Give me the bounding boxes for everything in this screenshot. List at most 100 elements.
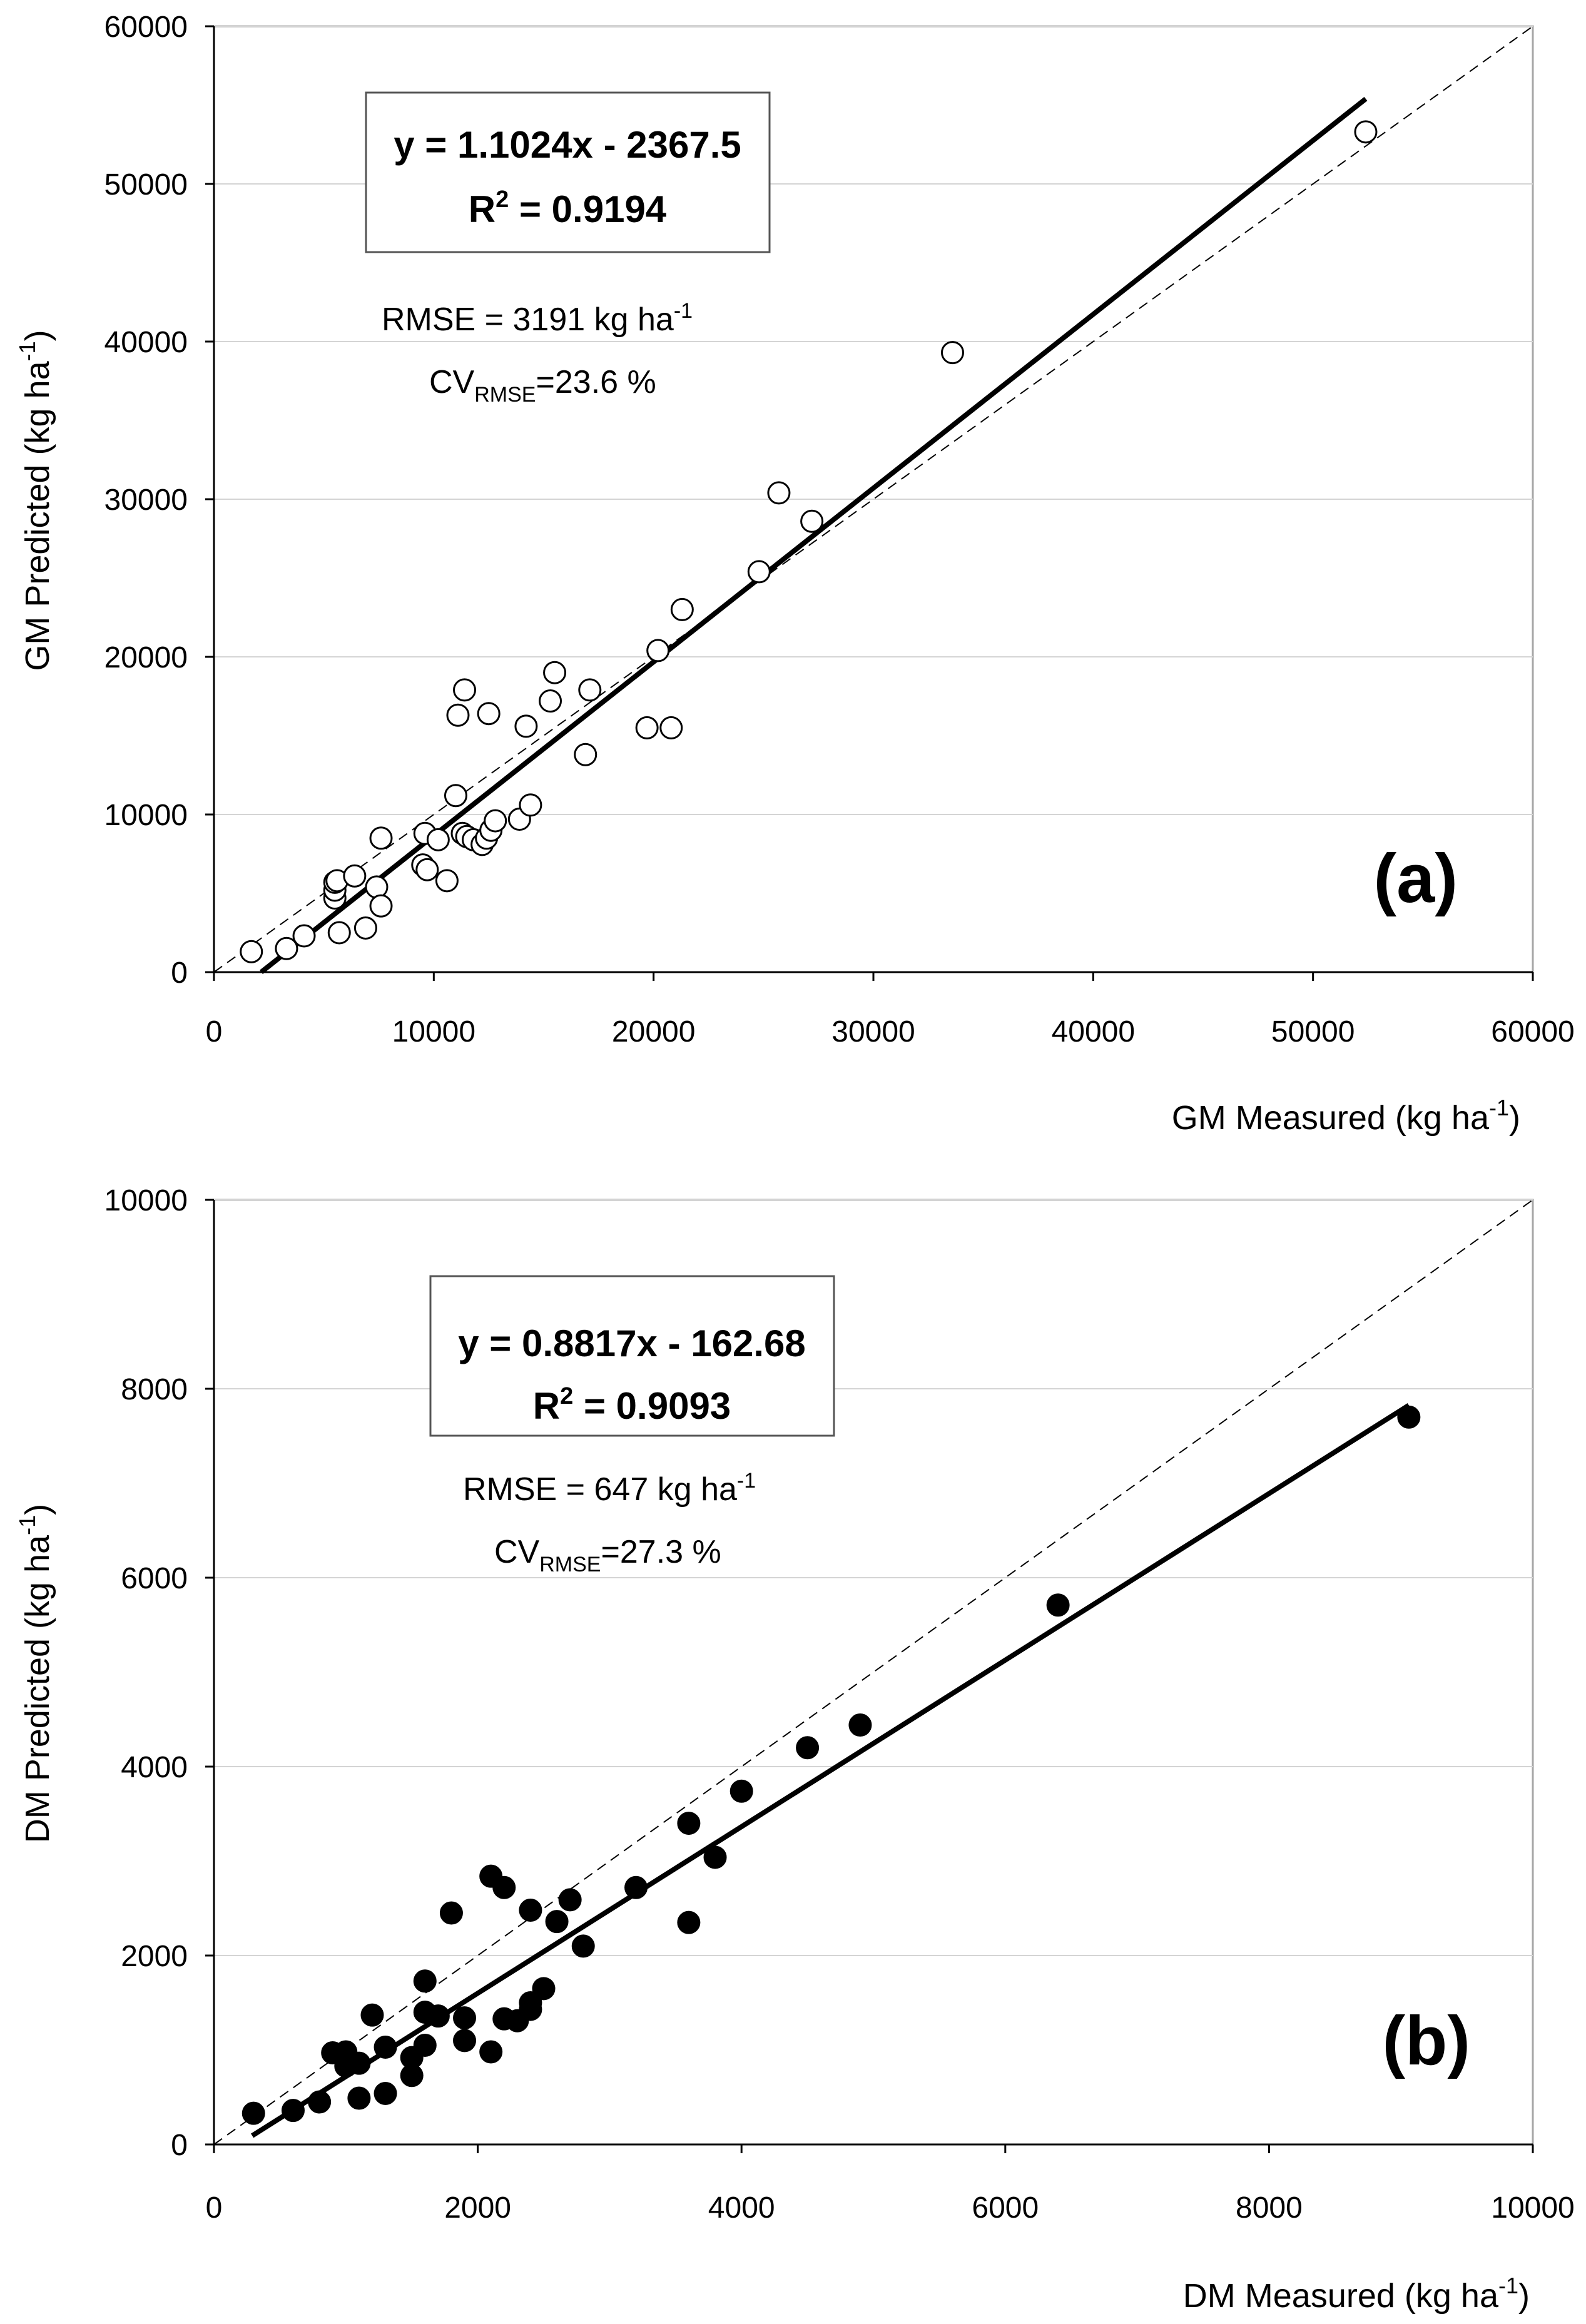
panel-a-data-point — [240, 940, 263, 963]
panel-a-rmse: RMSE = 3191 kg ha-1 — [382, 299, 693, 338]
panel-b-data-point — [347, 2051, 371, 2075]
panel-b-x-tick-label: 8000 — [1236, 2191, 1303, 2225]
panel-b-data-point — [624, 1875, 648, 1899]
panel-a-data-point — [446, 703, 470, 727]
panel-a-x-tick-label: 20000 — [612, 1015, 695, 1048]
panel-a-data-point — [435, 869, 459, 893]
panel-a-data-point — [747, 560, 771, 584]
panel-a-data-point — [369, 894, 393, 918]
panel-a-data-point — [327, 921, 351, 945]
panel-a-cv-rmse: CVRMSE=23.6 % — [429, 364, 656, 407]
panel-a-y-tick-label: 10000 — [104, 799, 188, 832]
panel-b-gridlines — [214, 1199, 1533, 1956]
panel-a-data-point — [275, 936, 298, 960]
panel-a: 0 10000 20000 30000 40000 50000 60000 0 10000 20… — [14, 11, 1575, 1137]
panel-a-data-point — [453, 678, 477, 702]
panel-a-data-point — [940, 341, 964, 365]
panel-b-data-point — [703, 1845, 727, 1869]
panel-a-data-point — [369, 826, 393, 850]
panel-a-data-point — [767, 481, 791, 505]
panel-b-data-point — [413, 2033, 437, 2057]
panel-b-data-point — [492, 1875, 516, 1899]
panel-b-x-tick-label: 10000 — [1491, 2191, 1574, 2225]
panel-a-x-ticks: 0 10000 20000 30000 40000 50000 60000 — [206, 972, 1575, 1048]
panel-b-y-tick-label: 0 — [171, 2129, 188, 2162]
panel-b-data-point — [545, 1910, 569, 1934]
panel-b-y-tick-label: 6000 — [121, 1562, 188, 1595]
panel-b-data-point — [241, 2101, 265, 2125]
panel-b-y-ticks: 0 2000 4000 6000 8000 10000 — [104, 1184, 214, 2162]
panel-b-x-tick-label: 4000 — [708, 2191, 775, 2225]
panel-b-y-tick-label: 4000 — [121, 1751, 188, 1784]
panel-a-equation: y = 1.1024x - 2367.5 — [394, 124, 741, 166]
panel-a-x-tick-label: 0 — [206, 1015, 223, 1048]
panel-b-cv-rmse: CVRMSE=27.3 % — [494, 1534, 721, 1576]
panel-a-data-point — [539, 689, 562, 713]
panel-a-data-point — [578, 678, 602, 702]
panel-a-y-tick-label: 40000 — [104, 326, 188, 359]
panel-a-one-to-one-line — [213, 26, 1533, 973]
panel-b-data-point — [426, 2004, 450, 2028]
panel-b-data-point — [729, 1779, 753, 1803]
panel-a-data-point — [514, 714, 538, 738]
panel-a-equation-box — [365, 91, 771, 253]
panel-a-y-tick-label: 30000 — [104, 484, 188, 517]
panel-a-x-axis-label: GM Measured (kg ha-1) — [1172, 1095, 1520, 1137]
panel-a-data-point — [365, 875, 389, 899]
panel-b-data-point — [558, 1888, 582, 1912]
panel-a-regression-line — [260, 96, 1368, 975]
panel-a-data-point — [292, 924, 316, 948]
panel-a-x-tick-label: 30000 — [831, 1015, 915, 1048]
panel-b-data-point — [360, 2003, 384, 2027]
panel-a-label: (a) — [1374, 840, 1458, 917]
panel-b-data-point — [796, 1736, 820, 1760]
panel-b-x-tick-label: 2000 — [444, 2191, 511, 2225]
panel-a-data-point — [444, 784, 467, 808]
panel-b-data-point — [1397, 1405, 1421, 1429]
panel-b-data-point — [677, 1812, 701, 1835]
panel-a-y-tick-label: 0 — [171, 956, 188, 990]
panel-b-r-squared: R2 = 0.9093 — [533, 1383, 731, 1427]
panel-a-x-tick-label: 40000 — [1052, 1015, 1135, 1048]
panel-a-y-tick-label: 60000 — [104, 11, 188, 44]
panel-b-data-point — [677, 1910, 701, 1934]
panel-b-y-axis-label: DM Predicted (kg ha-1) — [14, 1504, 56, 1843]
panel-b-label: (b) — [1383, 2002, 1470, 2079]
panel-b-equation: y = 0.8817x - 162.68 — [458, 1322, 805, 1364]
panel-a-x-tick-label: 10000 — [392, 1015, 475, 1048]
panel-b-points — [241, 1405, 1421, 2125]
panel-a-data-point — [415, 858, 439, 881]
panel-a-y-axis-label: GM Predicted (kg ha-1) — [14, 330, 56, 671]
panel-b-data-point — [532, 1977, 556, 2001]
panel-a-points — [240, 120, 1378, 963]
panel-a-x-tick-label: 60000 — [1491, 1015, 1574, 1048]
panel-a-data-point — [519, 793, 542, 817]
panel-a-r-squared: R2 = 0.9194 — [469, 186, 667, 230]
panel-b-x-tick-label: 0 — [206, 2191, 223, 2225]
panel-b-x-ticks: 0 2000 4000 6000 8000 10000 — [206, 2144, 1575, 2225]
panel-b-rmse: RMSE = 647 kg ha-1 — [463, 1469, 756, 1508]
panel-a-data-point — [635, 716, 659, 739]
panel-b: 0 2000 4000 6000 8000 10000 0 2000 4000 6000 8000… — [14, 1184, 1575, 2315]
panel-b-data-point — [1046, 1593, 1070, 1617]
panel-a-x-tick-label: 50000 — [1271, 1015, 1355, 1048]
panel-b-data-point — [413, 1969, 437, 1993]
panel-b-y-tick-label: 8000 — [121, 1373, 188, 1406]
panel-a-data-point — [353, 916, 377, 940]
panel-a-y-tick-label: 50000 — [104, 168, 188, 201]
panel-b-data-point — [519, 1991, 542, 2014]
panel-a-data-point — [426, 828, 450, 851]
panel-a-data-point — [477, 702, 501, 726]
panel-a-y-ticks: 0 10000 20000 30000 40000 50000 60000 — [104, 11, 214, 990]
panel-a-data-point — [543, 661, 567, 684]
panel-b-data-point — [479, 2040, 503, 2064]
panel-b-data-point — [453, 2006, 477, 2030]
panel-a-data-point — [659, 716, 683, 739]
panel-b-data-point — [519, 1899, 542, 1922]
panel-b-data-point — [281, 2099, 305, 2123]
panel-b-one-to-one-line — [213, 1199, 1533, 2145]
panel-b-equation-box — [429, 1275, 835, 1437]
panel-a-y-tick-label: 20000 — [104, 641, 188, 674]
panel-a-data-point — [800, 509, 824, 533]
